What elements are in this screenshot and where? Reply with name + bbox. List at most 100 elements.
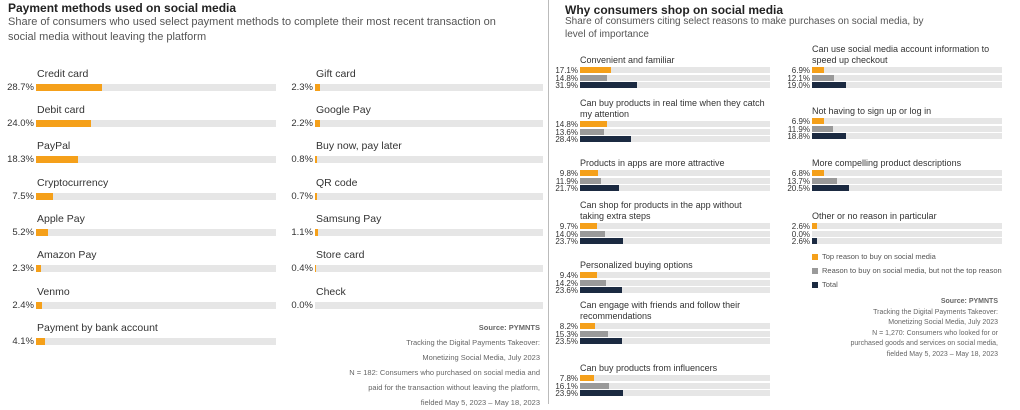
- payment-method-value: 0.0%: [291, 300, 313, 311]
- payment-method-bar: [315, 265, 316, 272]
- reason-bar: [580, 223, 598, 229]
- reason-bar: [580, 279, 606, 286]
- payment-method-bar: [36, 229, 48, 236]
- reason-track: [580, 128, 770, 135]
- reason-value: 21.7%: [555, 184, 578, 193]
- payment-method-bar: [36, 120, 92, 127]
- payment-method-track: [36, 338, 276, 345]
- reason-track: [580, 330, 770, 337]
- reason-track: [812, 170, 1002, 176]
- payment-method-label: Buy now, pay later: [316, 140, 402, 152]
- reason-bar: [580, 170, 598, 176]
- reason-bar: [580, 74, 607, 81]
- left-source-line: paid for the transaction without leaving…: [368, 383, 540, 392]
- reason-bar: [812, 177, 837, 184]
- payment-method-bar: [36, 302, 42, 309]
- payment-method-value: 28.7%: [7, 82, 34, 93]
- reason-label: Can use social media account information…: [812, 44, 990, 65]
- payment-method-track: [36, 84, 276, 91]
- reason-bar: [580, 338, 623, 344]
- reason-value: 2.6%: [791, 222, 810, 231]
- legend-label: Top reason to buy on social media: [822, 252, 936, 261]
- reason-track: [580, 170, 770, 176]
- reason-track: [580, 185, 770, 191]
- reason-bar: [580, 128, 605, 135]
- reason-value: 14.0%: [555, 229, 578, 239]
- reason-bar: [580, 136, 632, 142]
- reason-bar: [580, 287, 623, 293]
- payment-method-value: 0.7%: [291, 191, 313, 202]
- reason-value: 9.4%: [559, 271, 578, 280]
- legend-swatch: [812, 282, 818, 289]
- payment-method-track: [36, 229, 276, 236]
- reason-bar: [580, 82, 638, 88]
- payment-method-bar: [315, 229, 318, 236]
- reason-bar: [580, 177, 602, 184]
- reason-value: 13.6%: [555, 127, 578, 137]
- reason-track: [580, 287, 770, 293]
- reason-label: Can shop for products in the app without…: [580, 200, 742, 221]
- payment-method-value: 1.1%: [291, 227, 313, 238]
- reason-value: 6.9%: [791, 117, 810, 126]
- legend-label: Total: [822, 280, 838, 289]
- payment-method-bar: [36, 84, 102, 91]
- reason-label: Products in apps are more attractive: [580, 158, 725, 168]
- reason-bar: [812, 67, 825, 73]
- legend-swatch: [812, 254, 818, 261]
- reason-bar: [580, 323, 595, 329]
- reason-label: Convenient and familiar: [580, 55, 675, 65]
- reason-value: 7.8%: [559, 374, 578, 383]
- payment-method-track: [315, 229, 543, 236]
- reason-value: 6.8%: [791, 169, 810, 178]
- legend-item: Total: [812, 280, 838, 289]
- legend-swatch: [812, 268, 818, 275]
- payment-method-value: 7.5%: [12, 191, 34, 202]
- payment-method-label: Check: [316, 286, 346, 298]
- reason-label: Personalized buying options: [580, 260, 693, 270]
- reason-label: Not having to sign up or log in: [812, 106, 932, 116]
- reason-track: [812, 177, 1002, 184]
- payment-method-track: [36, 193, 276, 200]
- left-chart-subtitle: Share of consumers who used select payme…: [8, 16, 496, 43]
- payment-methods-panel: Payment methods used on social media Sha…: [7, 1, 543, 407]
- reason-bar: [580, 382, 609, 389]
- reason-bar: [580, 330, 608, 337]
- payment-method-value: 0.4%: [291, 263, 313, 274]
- reason-bar: [580, 185, 620, 191]
- reason-bar: [812, 223, 817, 229]
- reason-bar: [812, 238, 817, 244]
- payment-method-track: [315, 265, 543, 272]
- reason-track: [580, 323, 770, 329]
- reason-value: 8.2%: [559, 322, 578, 331]
- reason-bar: [580, 67, 611, 73]
- reason-track: [580, 375, 770, 381]
- reason-bar: [812, 118, 825, 124]
- payment-method-track: [315, 193, 543, 200]
- reason-bar: [812, 170, 825, 176]
- reason-bar: [580, 121, 607, 127]
- left-source-line: Tracking the Digital Payments Takeover:: [406, 338, 540, 347]
- left-source-line: Monetizing Social Media, July 2023: [422, 353, 540, 362]
- reason-label: Can buy products in real time when they …: [580, 98, 765, 119]
- payment-method-track: [36, 156, 276, 163]
- reason-bar: [812, 82, 847, 88]
- reason-value: 28.4%: [555, 135, 578, 144]
- reason-track: [580, 230, 770, 237]
- reason-track: [580, 390, 770, 396]
- reason-track: [812, 230, 1002, 237]
- reason-value: 11.9%: [787, 124, 810, 134]
- reason-value: 20.5%: [787, 184, 810, 193]
- payment-method-value: 5.2%: [12, 227, 34, 238]
- payment-method-label: Credit card: [37, 68, 89, 80]
- reason-value: 15.3%: [555, 329, 578, 339]
- reason-value: 23.7%: [555, 237, 578, 246]
- reason-bar: [812, 125, 834, 132]
- payment-method-label: Cryptocurrency: [37, 177, 109, 189]
- payment-method-label: Apple Pay: [37, 213, 85, 225]
- payment-method-label: QR code: [316, 177, 358, 189]
- reason-track: [812, 125, 1002, 132]
- payment-method-label: Amazon Pay: [37, 249, 97, 261]
- left-source-note: Source: PYMNTS Tracking the Digital Paym…: [349, 320, 540, 410]
- reason-value: 11.9%: [555, 176, 578, 186]
- payment-method-bar: [315, 120, 321, 127]
